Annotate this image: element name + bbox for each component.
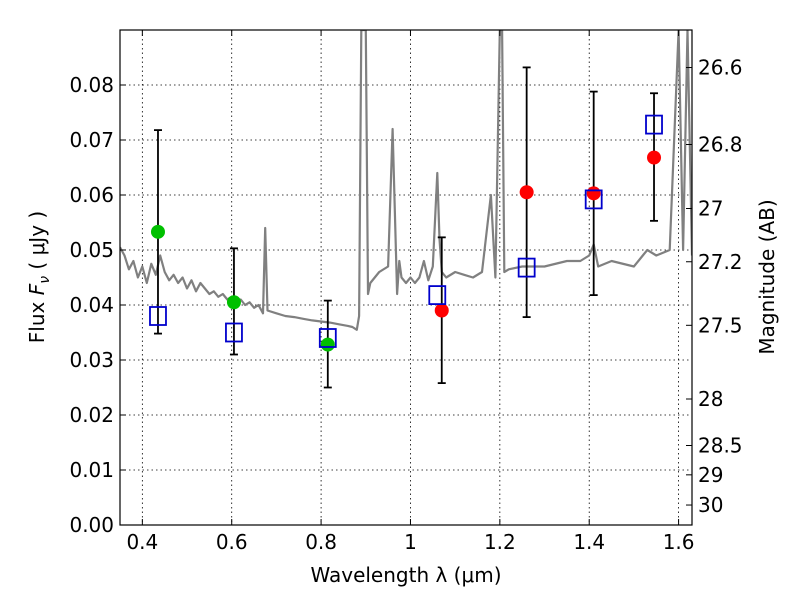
plot-frame [119, 29, 693, 526]
y-tick-label: 0.07 [69, 128, 114, 152]
model-square-point [225, 322, 243, 343]
red-data-point [519, 185, 534, 200]
y-axis-label-prefix: Flux [25, 295, 49, 343]
y-tick-label: 0.04 [69, 293, 114, 317]
plot-background [120, 30, 692, 525]
x-tick-label: 0.8 [305, 530, 337, 554]
green-data-point [150, 224, 165, 239]
x-tick-label: 0.6 [216, 530, 248, 554]
right-axis-label: Magnitude (AB) [755, 199, 779, 354]
y-tick-label: 0.05 [69, 238, 114, 262]
green-data-point [320, 337, 335, 352]
y-axis-label-symbol: F [25, 283, 49, 295]
x-tick-label: 1.6 [663, 530, 695, 554]
right-tick-label: 26.6 [698, 56, 743, 80]
right-tick-label: 30 [698, 493, 723, 517]
x-tick-label: 1 [404, 530, 417, 554]
y-tick-label: 0.06 [69, 183, 114, 207]
y-tick-label: 0.01 [69, 458, 114, 482]
y-tick-label: 0.02 [69, 403, 114, 427]
grid [120, 30, 692, 526]
y-tick-label: 0.00 [69, 513, 114, 537]
y-axis-label: Flux Fν ( μJy ) [25, 211, 53, 343]
right-tick-label: 26.8 [698, 132, 743, 156]
x-axis-label: Wavelength λ (μm) [310, 563, 501, 587]
red-data-point [434, 303, 449, 318]
red-data-point [586, 186, 601, 201]
right-tick-label: 29 [698, 463, 723, 487]
right-tick-label: 27.2 [698, 250, 743, 274]
model-square-point [318, 328, 337, 348]
model-square-point [584, 189, 603, 210]
x-tick-label: 1.2 [484, 530, 516, 554]
x-tick-label: 1.4 [573, 530, 605, 554]
y-tick-label: 0.03 [69, 348, 114, 372]
model-square-point [645, 114, 663, 135]
y-tick-label: 0.08 [69, 73, 114, 97]
right-tick-label: 27.5 [698, 313, 743, 337]
green-data-point [226, 295, 241, 310]
model-square-point [428, 285, 447, 306]
right-tick-label: 28 [698, 387, 723, 411]
y-axis-label-subscript: ν [37, 276, 53, 284]
axes: 0.4 0.6 0.8 1 1.2 1.4 1.6 0.00 0.01 0.02 0.03 0.04 0… [69, 30, 743, 554]
red-data-point [647, 150, 662, 165]
right-tick-label: 27 [698, 197, 723, 221]
model-square-point [517, 257, 536, 278]
x-tick-label: 0.4 [126, 530, 158, 554]
y-axis-label-suffix: ( μJy ) [25, 211, 49, 276]
model-square-point [149, 306, 167, 326]
right-tick-label: 28.5 [698, 434, 743, 458]
marker-layer [149, 66, 663, 389]
